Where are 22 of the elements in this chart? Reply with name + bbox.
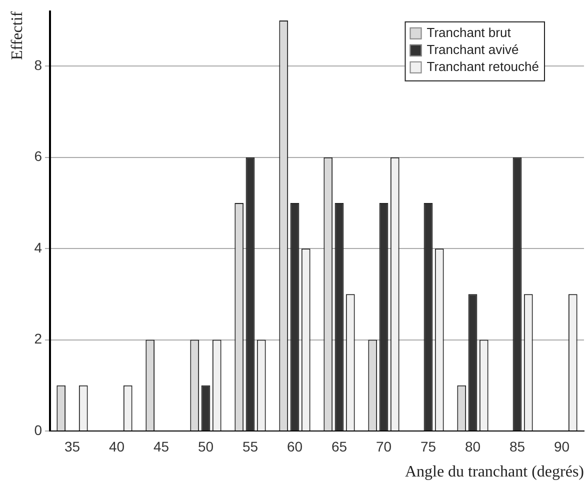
x-tick-label: 75 <box>420 438 436 454</box>
y-tick-label: 4 <box>34 239 42 256</box>
legend-label: Tranchant brut <box>426 24 512 40</box>
x-tick-label: 55 <box>242 438 258 454</box>
x-tick-label: 60 <box>286 438 303 454</box>
x-tick-label: 80 <box>464 438 481 454</box>
x-tick-label: 70 <box>376 438 392 454</box>
legend-label: Tranchant avivé <box>426 42 519 57</box>
x-tick-label: 90 <box>554 438 570 454</box>
x-tick-label: 50 <box>198 438 214 454</box>
y-tick-label: 6 <box>34 148 42 164</box>
y-tick-label: 8 <box>34 56 42 73</box>
y-tick-label: 2 <box>34 330 42 347</box>
legend-label: Tranchant retouché <box>426 58 540 74</box>
x-tick-label: 65 <box>331 438 348 454</box>
x-tick-label: 35 <box>64 438 80 454</box>
x-tick-label: 40 <box>108 438 125 454</box>
y-axis-title: Effectif <box>8 10 26 60</box>
x-tick-label: 45 <box>153 438 170 454</box>
x-axis-title: Angle du tranchant (degrés) <box>404 464 584 481</box>
y-tick-label: 0 <box>34 422 42 438</box>
x-tick-label: 85 <box>509 438 526 454</box>
